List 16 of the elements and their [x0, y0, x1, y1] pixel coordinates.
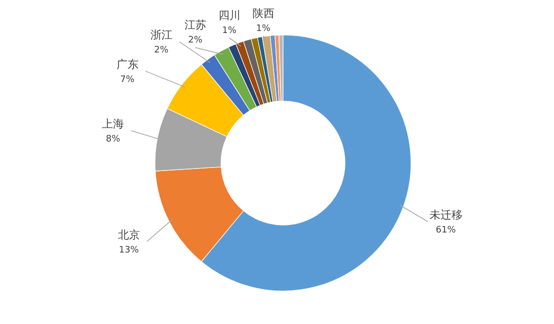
- data-label: 8%: [106, 134, 121, 145]
- slice-label: 未迁移: [429, 208, 462, 222]
- data-label: 2%: [188, 36, 203, 46]
- data-label: 61%: [436, 226, 456, 236]
- data-label: 1%: [222, 26, 237, 36]
- slice-label: 四川: [218, 8, 240, 22]
- data-label: 2%: [154, 46, 169, 56]
- slice-label: 江苏: [184, 18, 206, 32]
- data-label: 7%: [120, 75, 135, 86]
- slice-label: 浙江: [150, 28, 172, 42]
- data-label: 1%: [256, 24, 271, 34]
- slice-label: 北京: [118, 228, 140, 242]
- slice-label: 广东: [116, 58, 138, 72]
- data-label: 13%: [118, 246, 140, 256]
- slice-label: 上海: [102, 118, 124, 131]
- slice-label: 陕西: [252, 7, 274, 20]
